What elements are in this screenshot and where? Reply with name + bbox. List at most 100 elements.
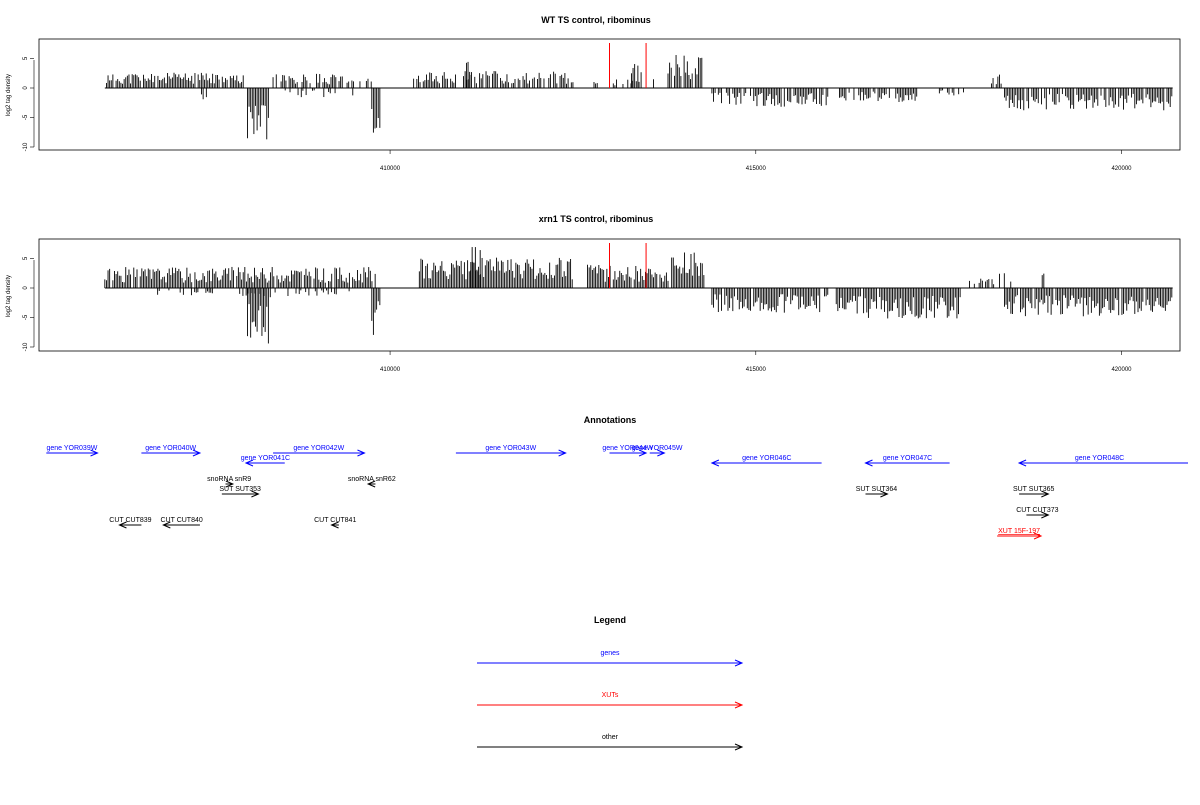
annotation-feature: gene YOR039W <box>46 445 99 457</box>
y-tick-label: -10 <box>23 142 29 151</box>
feature-label: gene YOR039W <box>46 445 97 452</box>
x-tick-label: 410000 <box>380 367 401 373</box>
annotation-features: gene YOR039W gene YOR040W gene YOR042Wgene… <box>46 445 1188 540</box>
coverage-panel-wt: WT TS control, ribominus log2 tag densit… <box>6 15 1181 172</box>
feature-arrow <box>366 480 376 488</box>
annotation-feature: gene YOR046C <box>710 455 822 467</box>
legend-item: other <box>477 734 744 751</box>
x-tick-label: 420000 <box>1111 166 1132 172</box>
annotation-feature: CUT CUT839 <box>109 517 152 529</box>
feature-arrow <box>225 480 235 488</box>
gene-arrow <box>864 459 950 467</box>
feature-label: CUT CUT840 <box>160 517 202 524</box>
x-tick-label: 420000 <box>1111 367 1132 373</box>
legend-items: genes XUTs other <box>477 650 744 751</box>
y-axis: -10 -5 0 5 <box>23 56 35 151</box>
annotation-feature: gene YOR047C <box>864 455 950 467</box>
feature-label: gene YOR045W <box>632 445 683 452</box>
annotation-feature: gene YOR043W <box>455 445 567 457</box>
feature-arrow <box>162 521 200 529</box>
legend-item: XUTs <box>477 692 744 709</box>
y-axis-label: log2 tag density <box>6 74 12 116</box>
annotation-feature: SUT SUT364 <box>856 486 898 498</box>
y-axis: -10 -5 0 5 <box>23 256 35 351</box>
annotations-track: Annotations gene YOR039W gene YOR040W gene… <box>46 415 1188 540</box>
feature-label: gene YOR042W <box>293 445 344 452</box>
annotation-feature: gene YOR044W <box>602 445 654 457</box>
gene-arrow <box>46 449 99 457</box>
feature-label: gene YOR046C <box>742 455 791 462</box>
legend: Legend genes XUTs other <box>477 615 744 751</box>
feature-label: gene YOR040W <box>145 445 196 452</box>
plot-frame <box>38 38 1181 151</box>
annotation-feature: gene YOR045W <box>632 445 683 457</box>
feature-label: snoRNA snR62 <box>348 476 396 483</box>
feature-arrow <box>118 521 142 529</box>
panel-title: xrn1 TS control, ribominus <box>539 214 654 224</box>
legend-label: other <box>602 734 619 741</box>
panel-title: WT TS control, ribominus <box>541 15 651 25</box>
gene-arrow <box>710 459 822 467</box>
gene-arrow <box>649 449 666 457</box>
feature-label: CUT CUT373 <box>1016 507 1058 514</box>
feature-label: CUT CUT839 <box>109 517 151 524</box>
feature-arrow <box>1026 511 1050 519</box>
feature-arrow <box>865 490 889 498</box>
y-tick-label: 0 <box>23 86 29 90</box>
legend-arrow <box>477 701 744 709</box>
signal-bars <box>104 243 1173 344</box>
annotation-feature: CUT CUT840 <box>160 517 203 529</box>
annotation-feature: gene YOR048C <box>1017 455 1188 467</box>
feature-label: gene YOR044W <box>602 445 653 452</box>
y-axis-label: log2 tag density <box>6 275 12 317</box>
annotation-feature: gene YOR040W <box>141 445 202 457</box>
gene-arrow <box>609 449 648 457</box>
x-tick-label: 415000 <box>746 367 767 373</box>
feature-label: gene YOR041C <box>241 455 290 462</box>
signal-bars <box>104 43 1173 140</box>
gene-arrow <box>273 449 366 457</box>
annotations-title: Annotations <box>584 415 637 425</box>
legend-arrow <box>477 743 744 751</box>
feature-label: SUT SUT364 <box>856 486 898 493</box>
feature-label: gene YOR048C <box>1075 455 1124 462</box>
feature-label: SUT SUT365 <box>1013 486 1055 493</box>
annotation-feature: XUT 15F-197 <box>997 528 1043 540</box>
gene-arrow <box>1017 459 1188 467</box>
feature-label: SUT SUT353 <box>219 486 261 493</box>
legend-label: genes <box>600 650 620 657</box>
y-tick-label: -5 <box>23 314 29 320</box>
y-tick-label: -5 <box>23 114 29 120</box>
annotation-feature: gene YOR041C <box>241 455 290 467</box>
legend-arrow <box>477 659 744 667</box>
x-axis: 410000 415000 420000 <box>380 351 1132 373</box>
feature-arrow <box>330 521 339 529</box>
annotation-feature: snoRNA snR9 <box>207 476 251 488</box>
x-tick-label: 410000 <box>380 166 401 172</box>
gene-arrow <box>455 449 567 457</box>
y-tick-label: 5 <box>23 256 29 260</box>
legend-label: XUTs <box>602 692 619 699</box>
y-tick-label: -10 <box>23 342 29 351</box>
x-tick-label: 415000 <box>746 166 767 172</box>
feature-label: CUT CUT841 <box>314 517 356 524</box>
annotation-feature: gene YOR042W <box>273 445 366 457</box>
coverage-panel-xrn1: xrn1 TS control, ribominus log2 tag dens… <box>6 214 1181 373</box>
annotation-feature: SUT SUT365 <box>1013 486 1055 498</box>
plot-frame <box>38 238 1181 352</box>
feature-arrow <box>221 490 260 498</box>
feature-label: snoRNA snR9 <box>207 476 251 483</box>
xut-arrow <box>997 532 1043 540</box>
y-tick-label: 0 <box>23 286 29 290</box>
feature-label: XUT 15F-197 <box>998 528 1040 535</box>
y-tick-label: 5 <box>23 56 29 60</box>
x-axis: 410000 415000 420000 <box>380 150 1132 172</box>
gene-arrow <box>141 449 202 457</box>
annotation-feature: CUT CUT841 <box>314 517 356 529</box>
feature-label: gene YOR047C <box>883 455 932 462</box>
legend-title: Legend <box>594 615 626 625</box>
annotation-feature: CUT CUT373 <box>1016 507 1059 519</box>
feature-arrow <box>1019 490 1050 498</box>
annotation-feature: SUT SUT353 <box>219 486 261 498</box>
